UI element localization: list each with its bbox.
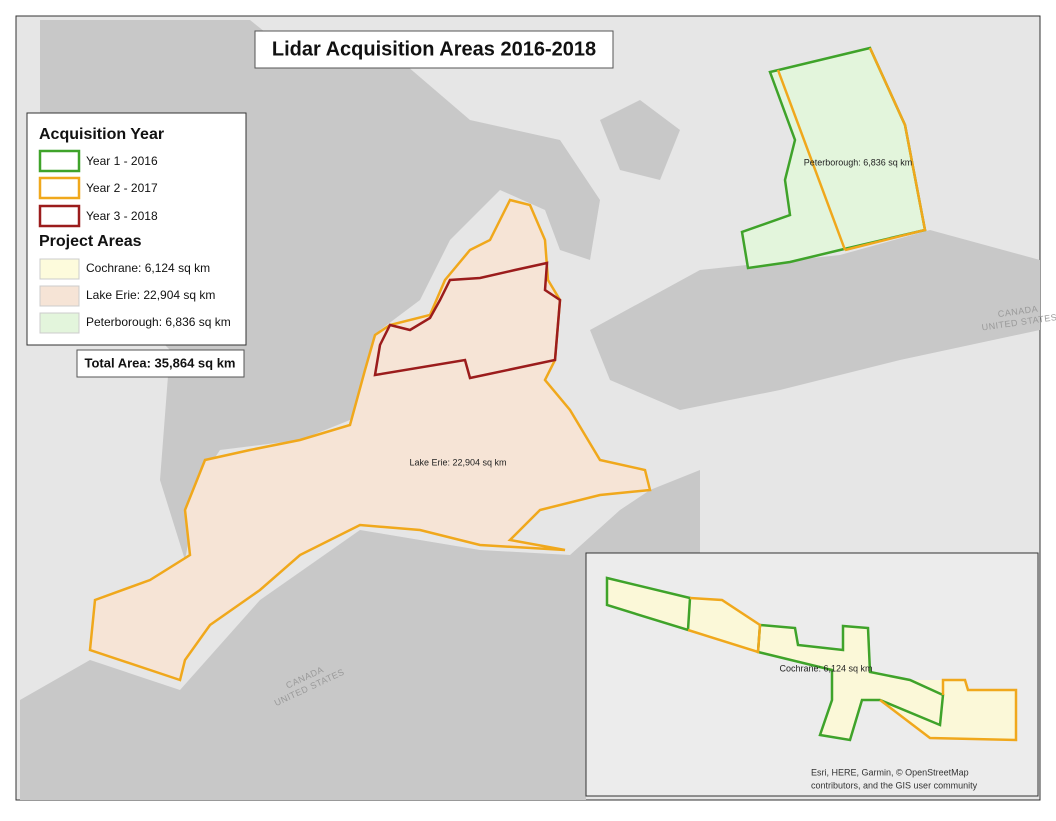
attribution: contributors, and the GIS user community xyxy=(811,780,978,790)
title-box xyxy=(254,30,614,69)
area-label: Lake Erie: 22,904 sq km xyxy=(409,457,506,467)
legend-item: Year 3 - 2018 xyxy=(86,209,158,223)
area-label: Peterborough: 6,836 sq km xyxy=(804,157,913,167)
lake-ontario xyxy=(590,230,1040,410)
legend-swatch xyxy=(38,149,81,173)
legend-heading: Acquisition Year xyxy=(39,126,164,143)
legend-swatch xyxy=(38,176,81,200)
lake-nipissing xyxy=(600,100,680,180)
total-area: Total Area: 35,864 sq km xyxy=(84,355,235,370)
lake-erie-area xyxy=(88,198,652,682)
year2-boundary xyxy=(776,47,927,252)
legend-swatch xyxy=(39,312,80,334)
legend-item: Year 1 - 2016 xyxy=(86,154,158,168)
map-title: Lidar Acquisition Areas 2016-2018 xyxy=(272,38,596,60)
attribution: Esri, HERE, Garmin, © OpenStreetMap xyxy=(811,767,969,777)
area-label: Cochrane: 6,124 sq km xyxy=(779,663,872,673)
cochrane-area xyxy=(607,578,1016,740)
inset-map xyxy=(585,552,1039,797)
year2-boundary xyxy=(687,596,1018,742)
legend xyxy=(26,112,247,346)
legend-swatch xyxy=(38,204,81,228)
legend-item: Lake Erie: 22,904 sq km xyxy=(86,288,215,302)
year3-boundary xyxy=(373,261,562,380)
legend-item: Cochrane: 6,124 sq km xyxy=(86,261,210,275)
legend-swatch xyxy=(39,285,80,307)
total-box xyxy=(76,349,245,378)
legend-item: Peterborough: 6,836 sq km xyxy=(86,315,231,329)
lake-erie xyxy=(20,470,700,800)
legend-heading: Project Areas xyxy=(39,233,142,250)
legend-swatch xyxy=(39,258,80,280)
peterborough-area xyxy=(740,46,927,270)
legend-item: Year 2 - 2017 xyxy=(86,181,158,195)
